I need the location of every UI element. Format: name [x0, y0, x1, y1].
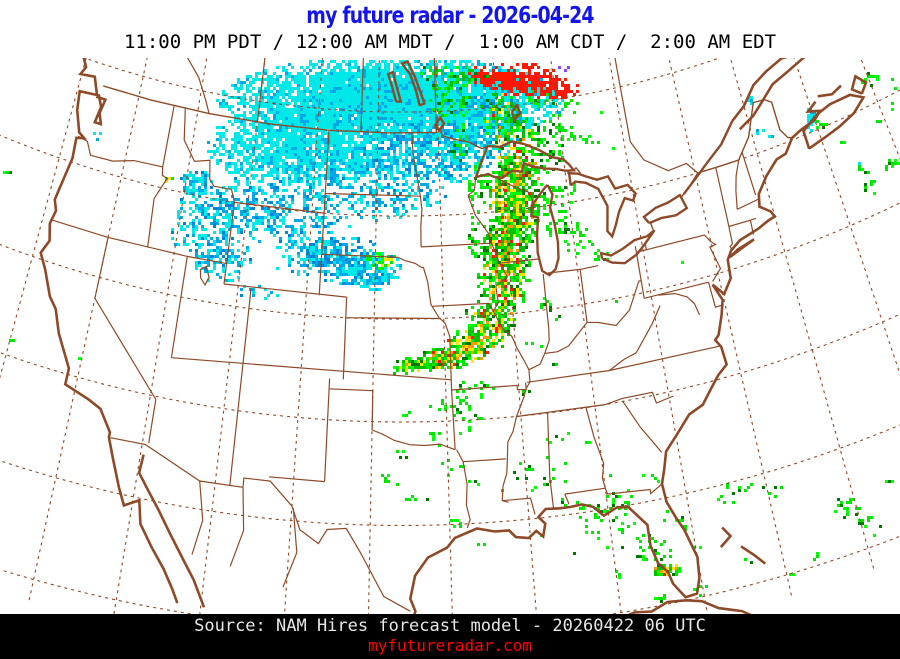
great-lakes-outline [386, 59, 734, 277]
valid-times-label: 11:00 PM PDT / 12:00 AM MDT / 1:00 AM CD… [123, 31, 777, 53]
header: my future radar - 2026-04-24 11:00 PM PD… [0, 0, 900, 53]
radar-precipitation-layer [3, 60, 900, 603]
website-link[interactable]: myfutureradar.com [368, 636, 532, 655]
coastline [39, 58, 868, 614]
radar-cells-8c46ff [558, 66, 570, 72]
footer-bar: Source: NAM Hires forecast model - 20260… [0, 614, 900, 659]
model-source-label: Source: NAM Hires forecast model - 20260… [194, 616, 706, 636]
radar-cells-00c000 [393, 69, 672, 576]
page-title: my future radar - 2026-04-24 [306, 3, 594, 29]
radar-cells-00aae8 [96, 60, 816, 297]
state-border-lines [50, 58, 760, 612]
international-border-lines [103, 85, 793, 230]
